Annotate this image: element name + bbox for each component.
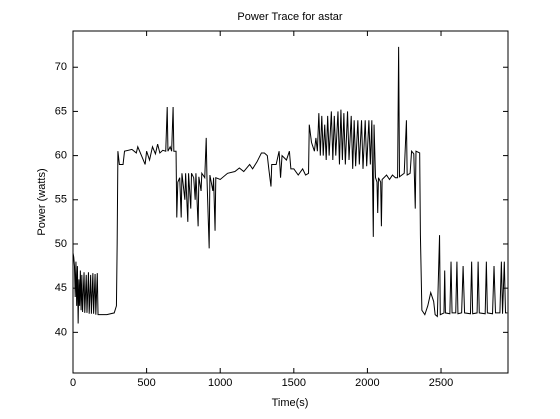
x-tick-label: 2000 — [355, 377, 379, 389]
y-axis-label: Power (watts) — [36, 168, 48, 235]
x-tick-label: 1500 — [282, 377, 306, 389]
y-tick-label: 70 — [55, 61, 67, 73]
x-tick-label: 1000 — [208, 377, 232, 389]
x-tick-label: 2500 — [429, 377, 453, 389]
x-tick-label: 500 — [137, 377, 155, 389]
chart-title: Power Trace for astar — [237, 11, 342, 23]
y-tick-label: 60 — [55, 150, 67, 162]
y-tick-label: 40 — [55, 326, 67, 338]
y-tick-label: 55 — [55, 194, 67, 206]
trace-line — [72, 46, 508, 324]
y-tick-label: 50 — [55, 238, 67, 250]
y-tick-label: 65 — [55, 105, 67, 117]
x-tick-label: 0 — [70, 377, 76, 389]
y-tick-label: 45 — [55, 282, 67, 294]
axes-box — [72, 30, 509, 374]
x-axis-label: Time(s) — [272, 397, 309, 409]
